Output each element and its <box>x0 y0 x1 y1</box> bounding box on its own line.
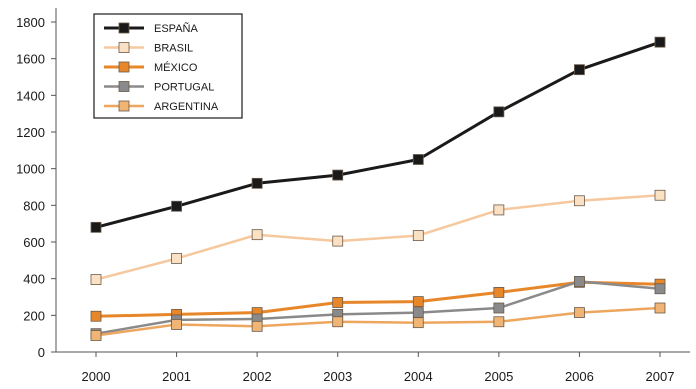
data-point <box>251 320 263 332</box>
x-tick-label: 2006 <box>565 369 594 384</box>
data-point <box>412 230 424 241</box>
series-group <box>90 36 666 341</box>
data-point <box>654 36 666 48</box>
y-tick-label: 400 <box>23 272 45 287</box>
data-point <box>493 106 505 118</box>
legend-marker <box>118 81 130 92</box>
data-point <box>251 177 263 189</box>
data-point <box>412 296 424 307</box>
x-tick-label: 2003 <box>323 369 352 384</box>
series-brasil <box>90 189 666 285</box>
data-point <box>171 319 182 330</box>
data-point <box>90 330 102 341</box>
series-line <box>95 306 661 337</box>
series-line <box>95 280 661 318</box>
data-point <box>412 154 424 165</box>
legend-item: ARGENTINA <box>104 100 219 113</box>
data-point <box>332 235 344 247</box>
y-tick-label: 1200 <box>16 125 45 140</box>
data-point <box>574 307 585 318</box>
data-point <box>412 307 424 318</box>
data-point <box>171 200 182 212</box>
y-tick-label: 1400 <box>16 88 45 103</box>
y-tick-label: 1800 <box>16 15 45 30</box>
y-tick-label: 600 <box>23 235 45 250</box>
x-tick-label: 2001 <box>162 369 191 384</box>
data-point <box>493 302 505 314</box>
data-point <box>654 283 666 295</box>
x-tick-label: 2002 <box>243 369 272 384</box>
series-argentina <box>90 302 666 341</box>
y-tick-label: 1000 <box>16 162 45 177</box>
legend-item: MÉXICO <box>104 61 198 74</box>
legend-item: PORTUGAL <box>104 81 214 94</box>
legend-label: PORTUGAL <box>154 82 214 94</box>
series-españa <box>90 36 666 233</box>
legend-label: ESPAÑA <box>154 22 198 35</box>
legend-label: BRASIL <box>154 43 193 55</box>
x-tick-label: 2005 <box>484 369 513 384</box>
y-tick-label: 800 <box>23 198 45 213</box>
legend-marker <box>118 22 130 34</box>
legend-marker <box>118 61 130 73</box>
y-tick-label: 200 <box>23 308 45 323</box>
legend-item: ESPAÑA <box>104 22 198 35</box>
data-point <box>574 195 585 207</box>
series-line <box>95 280 661 335</box>
data-point <box>251 229 263 241</box>
series-line <box>95 194 661 281</box>
x-tick-label: 2000 <box>82 369 111 384</box>
axes: 0 200 400 600 800 1000 1200 1400 1600 1800 2000 200… <box>16 8 690 384</box>
legend-marker <box>118 42 130 53</box>
legend-marker <box>118 100 130 112</box>
data-point <box>332 169 344 181</box>
data-point <box>574 276 585 287</box>
data-point <box>90 274 102 285</box>
legend-label: MÉXICO <box>154 61 198 74</box>
legend-item: BRASIL <box>104 42 193 55</box>
data-point <box>654 189 666 201</box>
data-point <box>493 316 505 328</box>
legend: ESPAÑA BRASIL MÉXICO PORTUGAL ARGENTINA <box>93 13 243 119</box>
y-tick-label: 0 <box>38 345 45 360</box>
y-tick-label: 1600 <box>16 52 45 67</box>
data-point <box>493 287 505 298</box>
legend-label: ARGENTINA <box>154 101 219 113</box>
x-tick-label: 2004 <box>404 369 433 384</box>
data-point <box>90 310 102 322</box>
series-line <box>95 40 661 229</box>
data-point <box>171 253 182 264</box>
data-point <box>654 302 666 314</box>
data-point <box>332 316 344 328</box>
data-point <box>412 317 424 329</box>
x-tick-label: 2007 <box>646 369 675 384</box>
data-point <box>574 64 585 76</box>
data-point <box>332 297 344 308</box>
data-point <box>493 204 505 216</box>
data-point <box>90 221 102 233</box>
